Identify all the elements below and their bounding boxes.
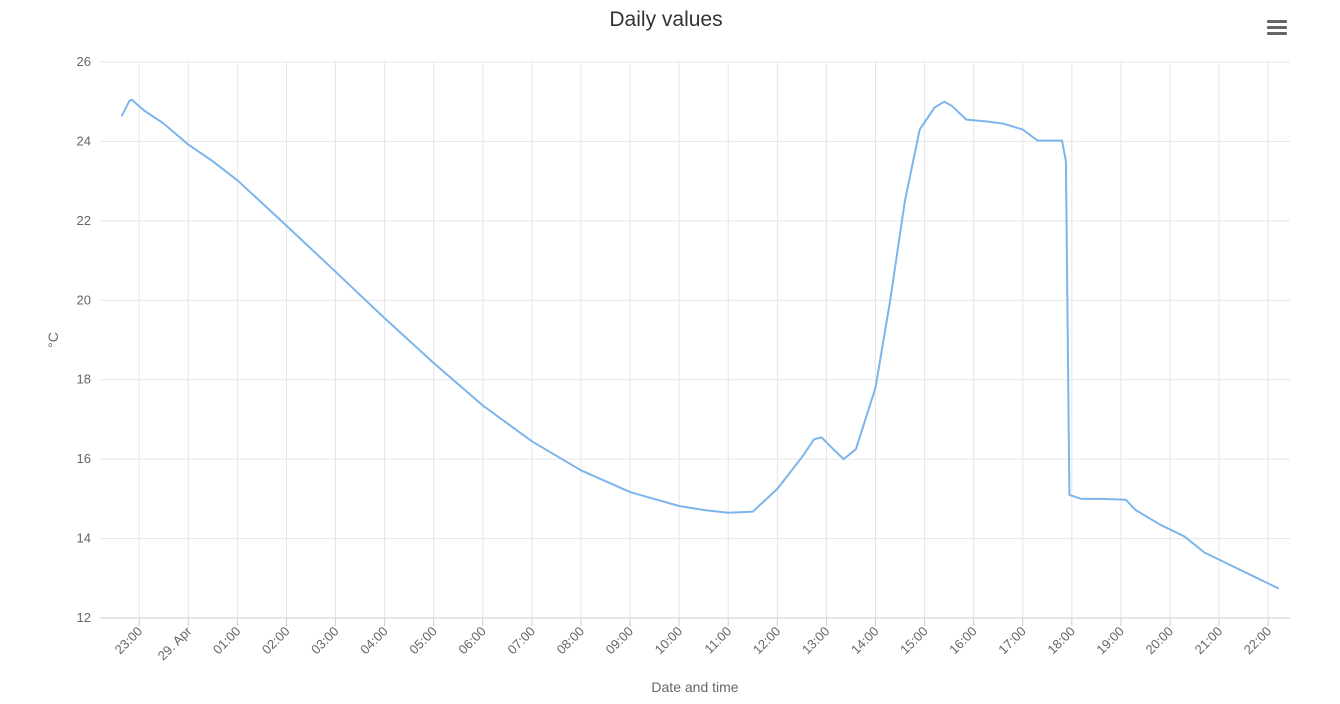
y-tick-label: 18 [77, 372, 91, 387]
x-axis-labels: 23:00 29. Apr 01:00 02:00 03:00 04:00 05:00 06:… [112, 623, 1275, 663]
x-tick-label: 10:00 [652, 624, 686, 658]
vertical-gridlines [138, 62, 1269, 626]
x-tick-label: 18:00 [1044, 624, 1078, 658]
series-line[interactable] [121, 98, 1279, 590]
y-tick-label: 26 [77, 54, 91, 69]
x-tick-label: 04:00 [357, 624, 391, 658]
x-tick-label: 12:00 [750, 624, 784, 658]
x-tick-label: 11:00 [701, 624, 734, 657]
x-tick-label: 03:00 [308, 624, 342, 658]
y-tick-label: 24 [77, 133, 91, 148]
x-tick-label: 16:00 [946, 624, 980, 658]
y-tick-label: 20 [77, 292, 91, 307]
x-tick-label: 22:00 [1241, 624, 1275, 658]
y-tick-label: 12 [77, 610, 91, 625]
y-axis-title: °C [45, 332, 61, 348]
x-tick-label: 19:00 [1093, 624, 1127, 658]
x-tick-label: 08:00 [553, 624, 587, 658]
x-tick-label: 29. Apr [155, 623, 195, 663]
x-tick-label: 14:00 [848, 624, 882, 658]
series-layer [121, 98, 1279, 590]
hamburger-menu-icon[interactable] [1262, 12, 1292, 42]
x-tick-label: 07:00 [504, 624, 538, 658]
x-tick-label: 02:00 [259, 624, 293, 658]
y-tick-label: 14 [77, 531, 91, 546]
horizontal-gridlines [100, 61, 1290, 619]
x-tick-label: 15:00 [897, 624, 931, 658]
x-axis-title: Date and time [651, 679, 738, 695]
x-tick-label: 06:00 [455, 624, 489, 658]
x-tick-label: 13:00 [799, 624, 833, 658]
x-tick-label: 17:00 [995, 624, 1029, 658]
x-tick-label: 20:00 [1143, 624, 1177, 658]
x-tick-label: 05:00 [406, 624, 440, 658]
y-axis-labels: 12 14 16 18 20 22 24 26 [77, 54, 91, 625]
x-tick-label: 01:00 [210, 624, 244, 658]
x-tick-label: 23:00 [112, 624, 146, 658]
x-tick-label: 09:00 [603, 624, 637, 658]
y-tick-label: 16 [77, 451, 91, 466]
y-tick-label: 22 [77, 213, 91, 228]
x-tick-label: 21:00 [1192, 624, 1226, 658]
chart-title: Daily values [609, 8, 723, 31]
